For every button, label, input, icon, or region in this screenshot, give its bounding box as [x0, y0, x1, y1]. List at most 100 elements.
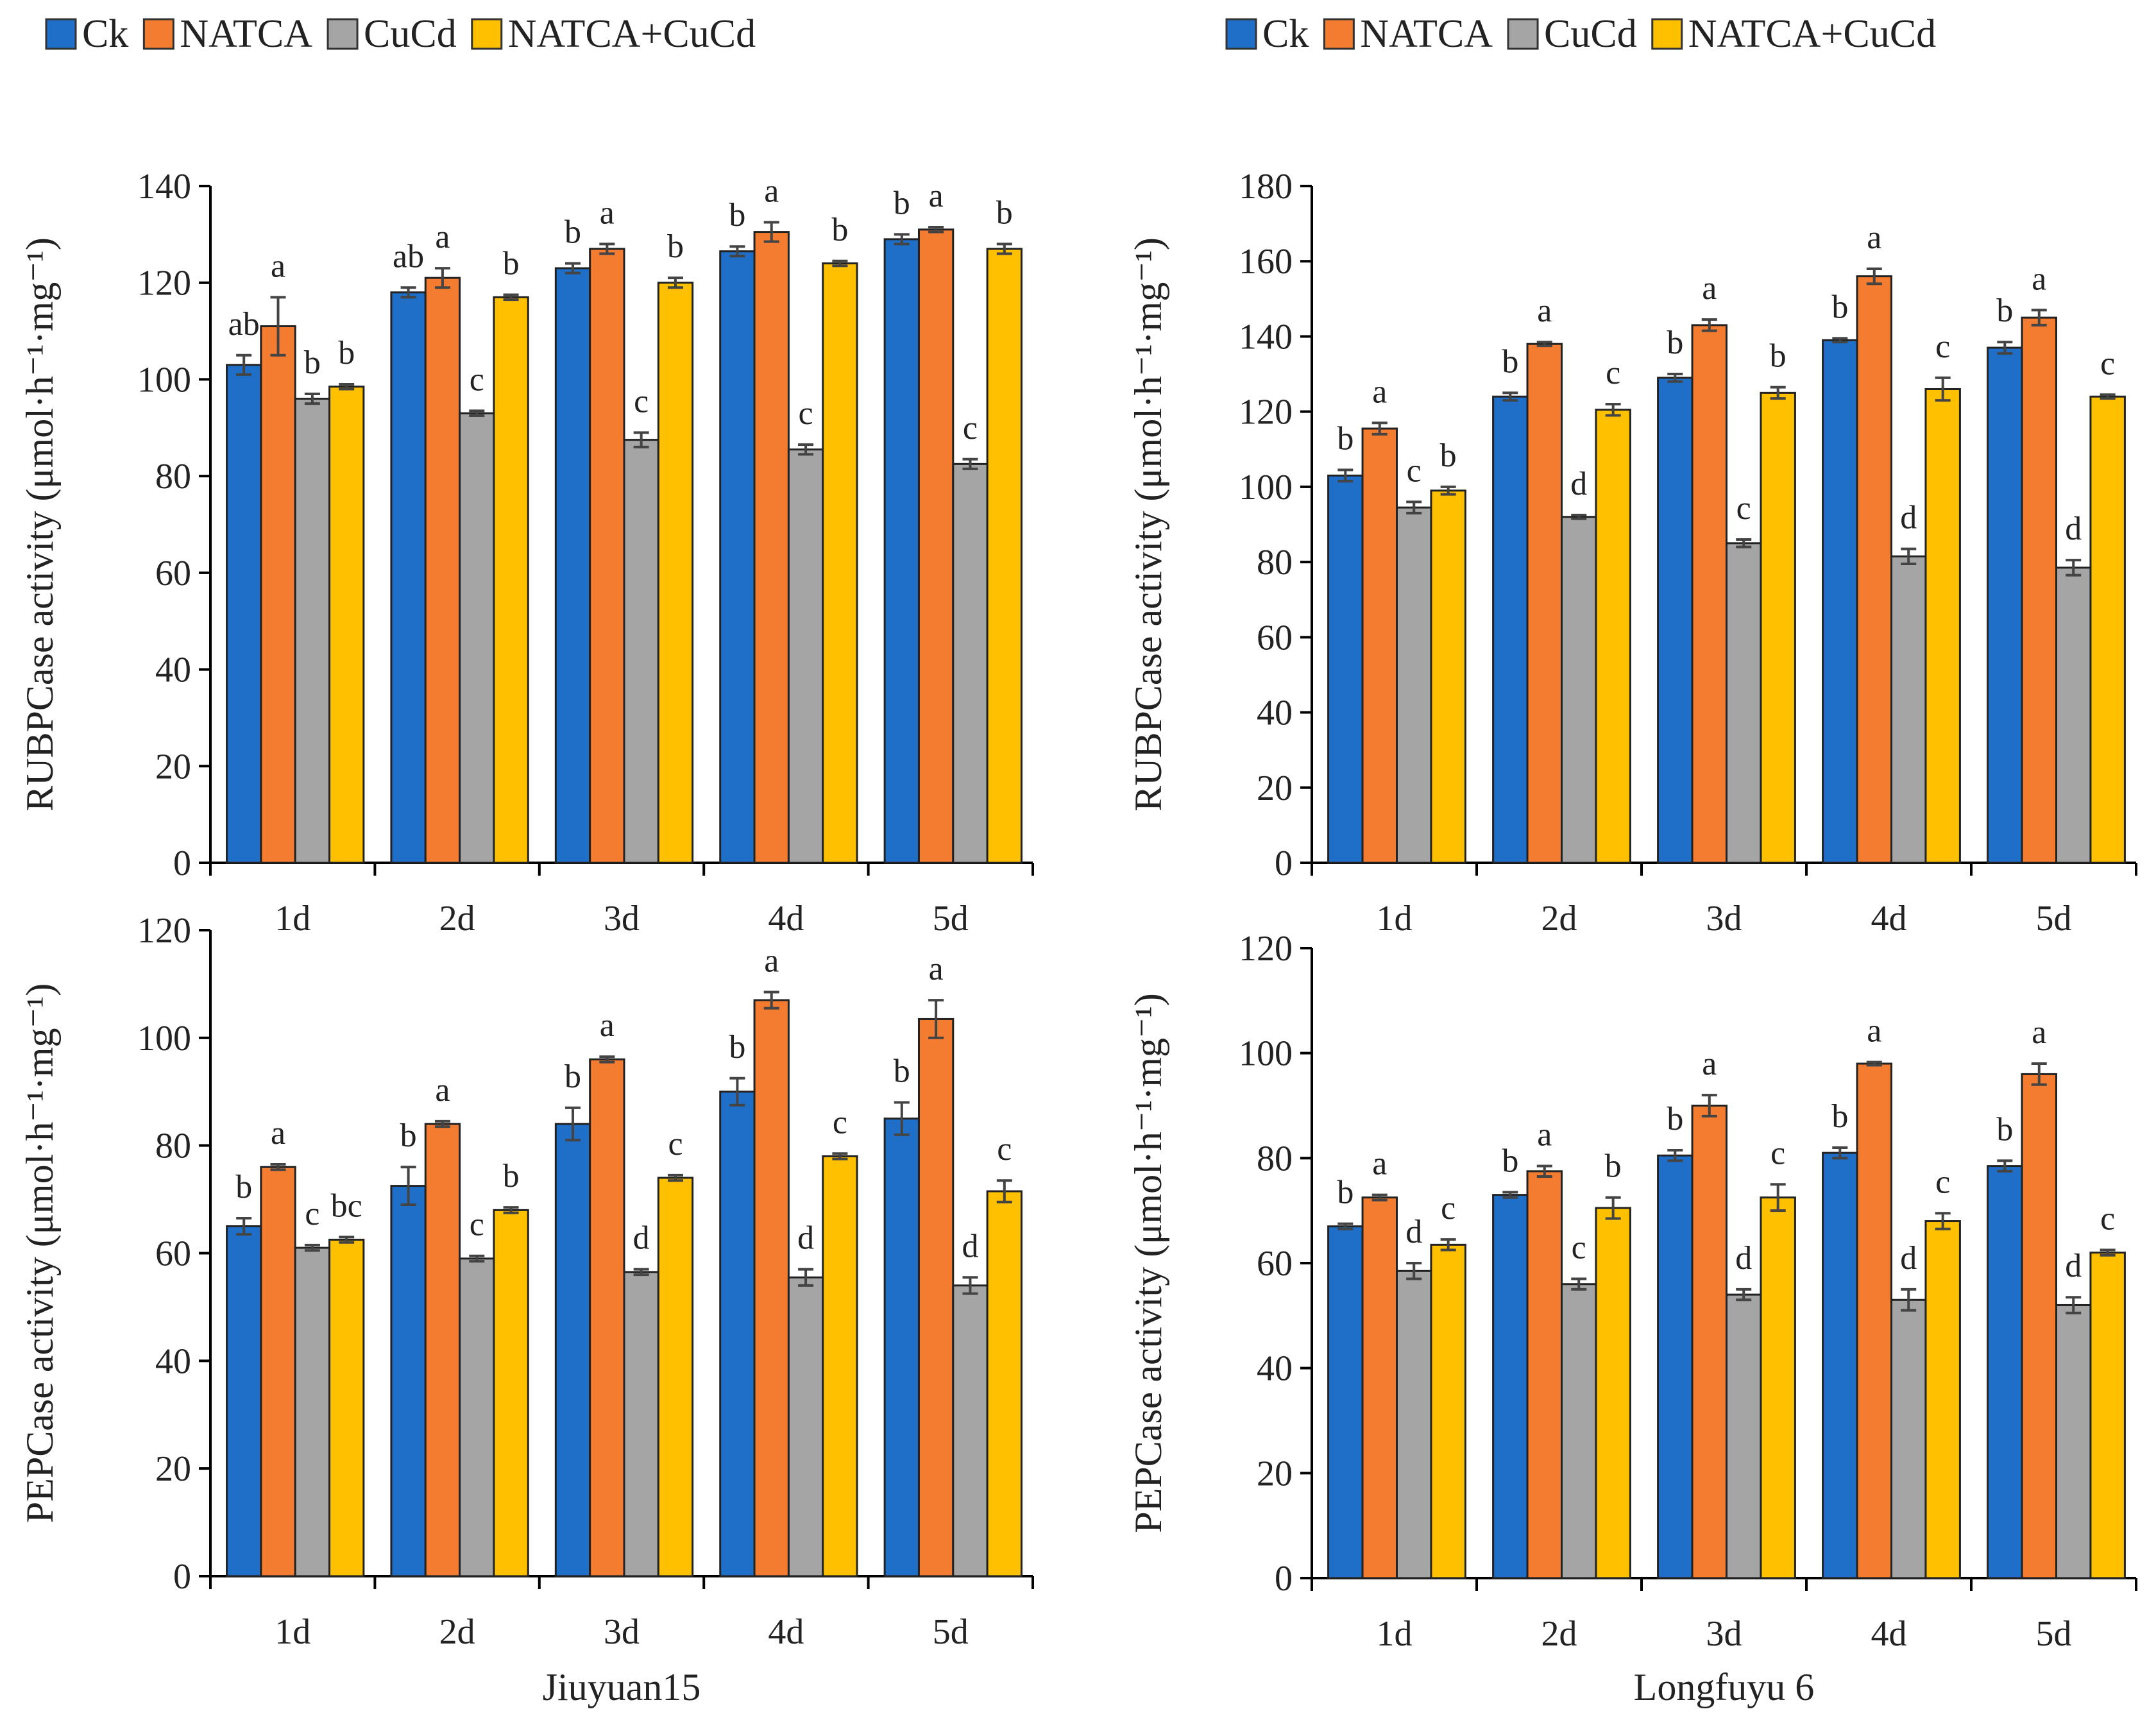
y-tick-label: 80: [155, 457, 191, 497]
y-tick-label: 60: [155, 1234, 191, 1274]
bar-ck-4d: [1822, 339, 1858, 864]
bar-ck-5d: [883, 238, 920, 864]
legend-swatch-cucd: [327, 18, 359, 50]
legend-label: Ck: [1262, 12, 1309, 56]
significance-label: c: [634, 383, 649, 420]
bar-cucd-4d: [1890, 1298, 1927, 1579]
significance-label: b: [1337, 421, 1354, 457]
bar-natca-cucd-5d: [986, 248, 1023, 864]
bar-natca-4d: [1856, 275, 1892, 864]
significance-label: b: [1605, 1148, 1622, 1185]
x-axis-title: Longfuyu 6: [1634, 1666, 1815, 1708]
x-tick-label: 3d: [604, 1612, 640, 1652]
bar-natca-cucd-2d: [493, 296, 529, 864]
significance-label: d: [1735, 1240, 1752, 1277]
bar-natca-3d: [589, 248, 625, 864]
significance-label: d: [1900, 1240, 1917, 1277]
x-tick-label: 4d: [1871, 1614, 1907, 1654]
significance-label: a: [271, 1115, 285, 1151]
bar-natca-cucd-3d: [1760, 1196, 1796, 1579]
bar-ck-3d: [554, 267, 591, 864]
y-tick-label: 40: [1257, 693, 1293, 733]
bar-ck-5d: [883, 1117, 920, 1577]
significance-label: b: [304, 344, 321, 381]
legend-label: Ck: [82, 12, 128, 56]
legend-left: Ck NATCA CuCd NATCA+CuCd: [45, 12, 756, 56]
bar-ck-1d: [226, 364, 262, 864]
bar-natca-1d: [260, 1166, 296, 1577]
bar-natca-2d: [1526, 343, 1563, 864]
legend-label: NATCA+CuCd: [1688, 12, 1936, 56]
significance-label: b: [564, 1058, 581, 1095]
significance-label: d: [1405, 1214, 1422, 1250]
y-tick-label: 60: [1257, 1244, 1293, 1284]
bar-ck-4d: [719, 1091, 756, 1577]
bar-natca-5d: [917, 1017, 955, 1577]
bar-cucd-2d: [459, 1257, 495, 1577]
bar-cucd-4d: [1890, 555, 1927, 864]
significance-label: c: [1935, 328, 1950, 365]
significance-label: a: [929, 951, 944, 987]
bar-cucd-3d: [623, 439, 659, 864]
bar-natca-cucd-5d: [2089, 395, 2126, 864]
x-tick-label: 2d: [1541, 899, 1577, 939]
significance-label: b: [667, 228, 684, 265]
y-tick-label: 120: [1239, 393, 1293, 432]
y-tick-label: 20: [1257, 769, 1293, 808]
bar-natca-3d: [1691, 324, 1727, 864]
significance-label: d: [797, 1220, 814, 1257]
significance-label: b: [996, 194, 1013, 231]
x-tick-label: 2d: [439, 899, 475, 939]
significance-label: c: [799, 395, 813, 432]
x-axis-title: Jiuyuan15: [543, 1666, 701, 1708]
y-tick-label: 120: [137, 264, 191, 303]
bar-ck-2d: [390, 291, 427, 864]
bar-cucd-5d: [952, 463, 989, 864]
significance-label: b: [400, 1117, 417, 1154]
significance-label: c: [2100, 345, 2115, 382]
significance-label: b: [564, 214, 581, 251]
significance-label: b: [1667, 1101, 1683, 1137]
bar-ck-1d: [226, 1225, 262, 1577]
significance-label: a: [435, 219, 450, 255]
y-tick-label: 180: [1239, 167, 1293, 207]
significance-label: a: [2032, 260, 2046, 297]
x-tick-label: 3d: [604, 899, 640, 939]
significance-label: b: [894, 1053, 910, 1090]
bar-cucd-3d: [1726, 542, 1762, 864]
bar-natca-1d: [1361, 1196, 1398, 1579]
x-tick-label: 4d: [1871, 899, 1907, 939]
significance-label: c: [668, 1126, 683, 1162]
legend-label: CuCd: [1544, 12, 1637, 56]
bar-natca-cucd-4d: [822, 1155, 858, 1577]
bar-natca-cucd-3d: [657, 1177, 694, 1577]
x-tick-label: 4d: [768, 1612, 804, 1652]
y-tick-label: 40: [1257, 1349, 1293, 1389]
y-axis-title: RUBPCase activity (μmol·h⁻¹·mg⁻¹): [1127, 237, 1169, 812]
y-tick-label: 20: [155, 747, 191, 786]
bar-natca-5d: [2021, 1073, 2057, 1579]
bar-natca-5d: [917, 228, 955, 864]
bar-cucd-2d: [459, 412, 495, 864]
bar-natca-2d: [424, 276, 461, 864]
bar-natca-cucd-2d: [1595, 409, 1631, 864]
y-tick-label: 60: [155, 554, 191, 593]
bar-ck-3d: [554, 1123, 591, 1577]
y-tick-label: 100: [1239, 1034, 1293, 1074]
significance-label: d: [1900, 500, 1917, 536]
significance-label: c: [2100, 1201, 2115, 1237]
x-tick-label: 1d: [275, 899, 310, 939]
bar-cucd-1d: [1396, 506, 1432, 864]
bar-ck-2d: [390, 1185, 427, 1577]
significance-label: b: [1831, 1098, 1848, 1135]
x-tick-label: 5d: [2036, 1614, 2072, 1654]
y-tick-label: 100: [137, 360, 191, 400]
significance-label: c: [1572, 1230, 1586, 1266]
y-tick-label: 40: [155, 650, 191, 690]
y-tick-label: 100: [1239, 468, 1293, 507]
x-tick-label: 1d: [1377, 899, 1413, 939]
significance-label: a: [1702, 270, 1717, 307]
legend-swatch-ck: [45, 18, 77, 50]
significance-label: a: [1702, 1046, 1717, 1082]
legend-swatch-natca-cucd: [471, 18, 503, 50]
